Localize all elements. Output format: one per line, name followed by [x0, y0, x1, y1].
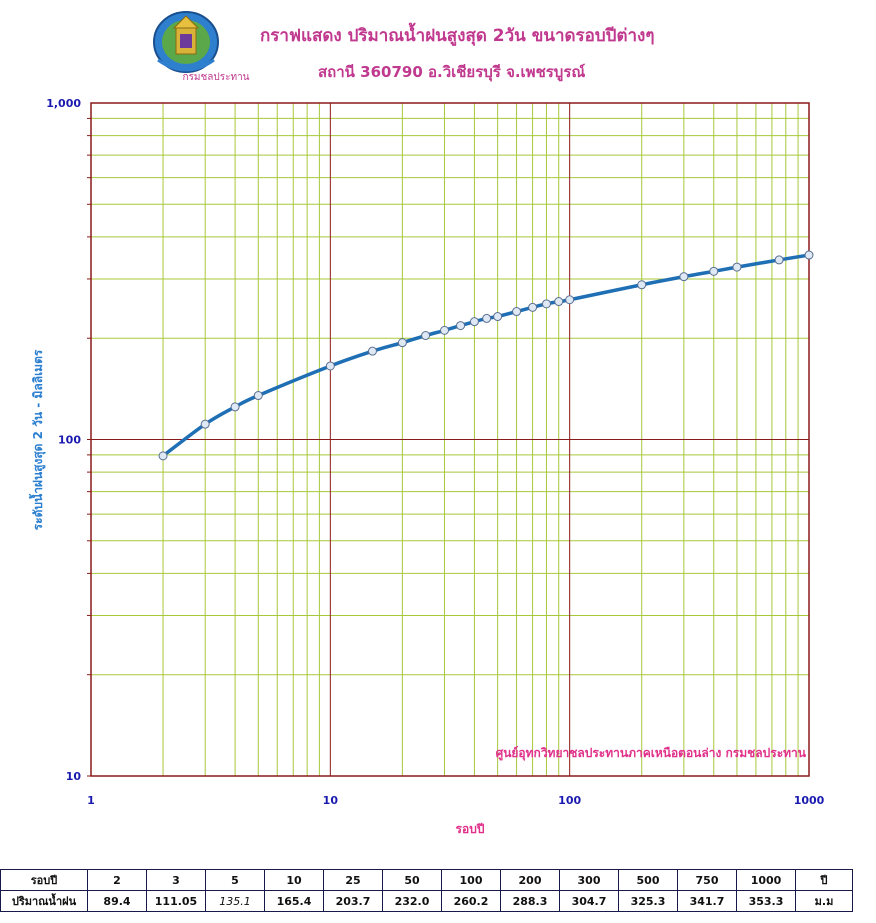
period-cell: 500 [618, 869, 678, 891]
data-point [637, 280, 647, 290]
data-point [554, 297, 564, 307]
value-cell: 304.7 [559, 890, 619, 912]
value-cell: 260.2 [441, 890, 501, 912]
value-cell: 89.4 [87, 890, 147, 912]
data-point [804, 250, 814, 260]
frequency-chart: 10 100 1,000 1 10 100 1000 รอบปี ระดับน้ำฝนสู… [28, 97, 825, 836]
y-axis-label: ระดับน้ำฝนสูงสุด 2 วัน - มิลลิเมตร [28, 349, 46, 530]
unit-cell-rainfall: ม.ม [795, 890, 853, 912]
data-point [565, 295, 575, 305]
value-cell: 353.3 [736, 890, 796, 912]
period-cell: 5 [205, 869, 265, 891]
data-point [200, 419, 210, 429]
period-cell: 1000 [736, 869, 796, 891]
period-cell: 200 [500, 869, 560, 891]
y-axis-ticks: 10 100 1,000 [46, 97, 91, 783]
x-tick-label: 1000 [794, 794, 825, 807]
x-tick-label: 1 [87, 794, 95, 807]
data-point [512, 307, 522, 317]
data-point [456, 321, 466, 331]
data-point [421, 331, 431, 341]
period-cell: 3 [146, 869, 206, 891]
data-point [774, 255, 784, 265]
major-grid [91, 103, 809, 776]
return-period-table: รอบปี 2 3 5 10 25 50 100 200 300 500 750… [0, 869, 853, 912]
data-point [709, 266, 719, 276]
value-cell: 325.3 [618, 890, 678, 912]
x-axis-ticks: 1 10 100 1000 [87, 794, 824, 807]
y-tick-label: 10 [66, 770, 82, 783]
value-cell: 135.1 [205, 890, 265, 912]
period-cell: 2 [87, 869, 147, 891]
value-cell: 165.4 [264, 890, 324, 912]
data-point [230, 402, 240, 412]
data-point [679, 272, 689, 282]
data-point [440, 325, 450, 335]
row-label-period: รอบปี [0, 869, 88, 891]
data-point [469, 317, 479, 327]
logo-text: กรมชลประทาน [182, 72, 249, 83]
row-label-rainfall: ปริมาณน้ำฝน [0, 890, 88, 912]
x-axis-label: รอบปี [456, 822, 485, 836]
period-cell: 10 [264, 869, 324, 891]
data-point [325, 361, 335, 371]
unit-cell-period: ปี [795, 869, 853, 891]
value-cell: 288.3 [500, 890, 560, 912]
y-tick-label: 1,000 [46, 97, 81, 110]
data-point [253, 391, 263, 401]
period-cell: 750 [677, 869, 737, 891]
data-point [528, 302, 538, 312]
data-point [367, 346, 377, 356]
table-row-values: ปริมาณน้ำฝน 89.4 111.05 135.1 165.4 203.… [0, 890, 853, 912]
period-cell: 50 [382, 869, 442, 891]
department-logo: กรมชลประทาน [153, 11, 250, 83]
value-cell: 111.05 [146, 890, 206, 912]
period-cell: 100 [441, 869, 501, 891]
frequency-curve [161, 253, 810, 458]
chart-annotation: ศูนย์อุทกวิทยาชลประทานภาคเหนือตอนล่าง กร… [496, 746, 807, 761]
data-point [493, 312, 503, 322]
chart-subtitle: สถานี 360790 อ.วิเชียรบุรี จ.เพชรบูรณ์ [318, 63, 586, 81]
value-cell: 232.0 [382, 890, 442, 912]
table-row-periods: รอบปี 2 3 5 10 25 50 100 200 300 500 750… [0, 869, 853, 891]
x-tick-label: 100 [558, 794, 581, 807]
chart-title: กราฟแสดง ปริมาณน้ำฝนสูงสุด 2วัน ขนาดรอบป… [260, 26, 655, 46]
data-point [482, 313, 492, 323]
data-point [397, 338, 407, 348]
value-cell: 203.7 [323, 890, 383, 912]
y-tick-label: 100 [58, 434, 81, 447]
value-cell: 341.7 [677, 890, 737, 912]
data-point [541, 299, 551, 309]
period-cell: 25 [323, 869, 383, 891]
data-point [158, 451, 168, 461]
data-points [158, 250, 814, 461]
period-cell: 300 [559, 869, 619, 891]
x-tick-label: 10 [323, 794, 339, 807]
data-point [732, 262, 742, 272]
